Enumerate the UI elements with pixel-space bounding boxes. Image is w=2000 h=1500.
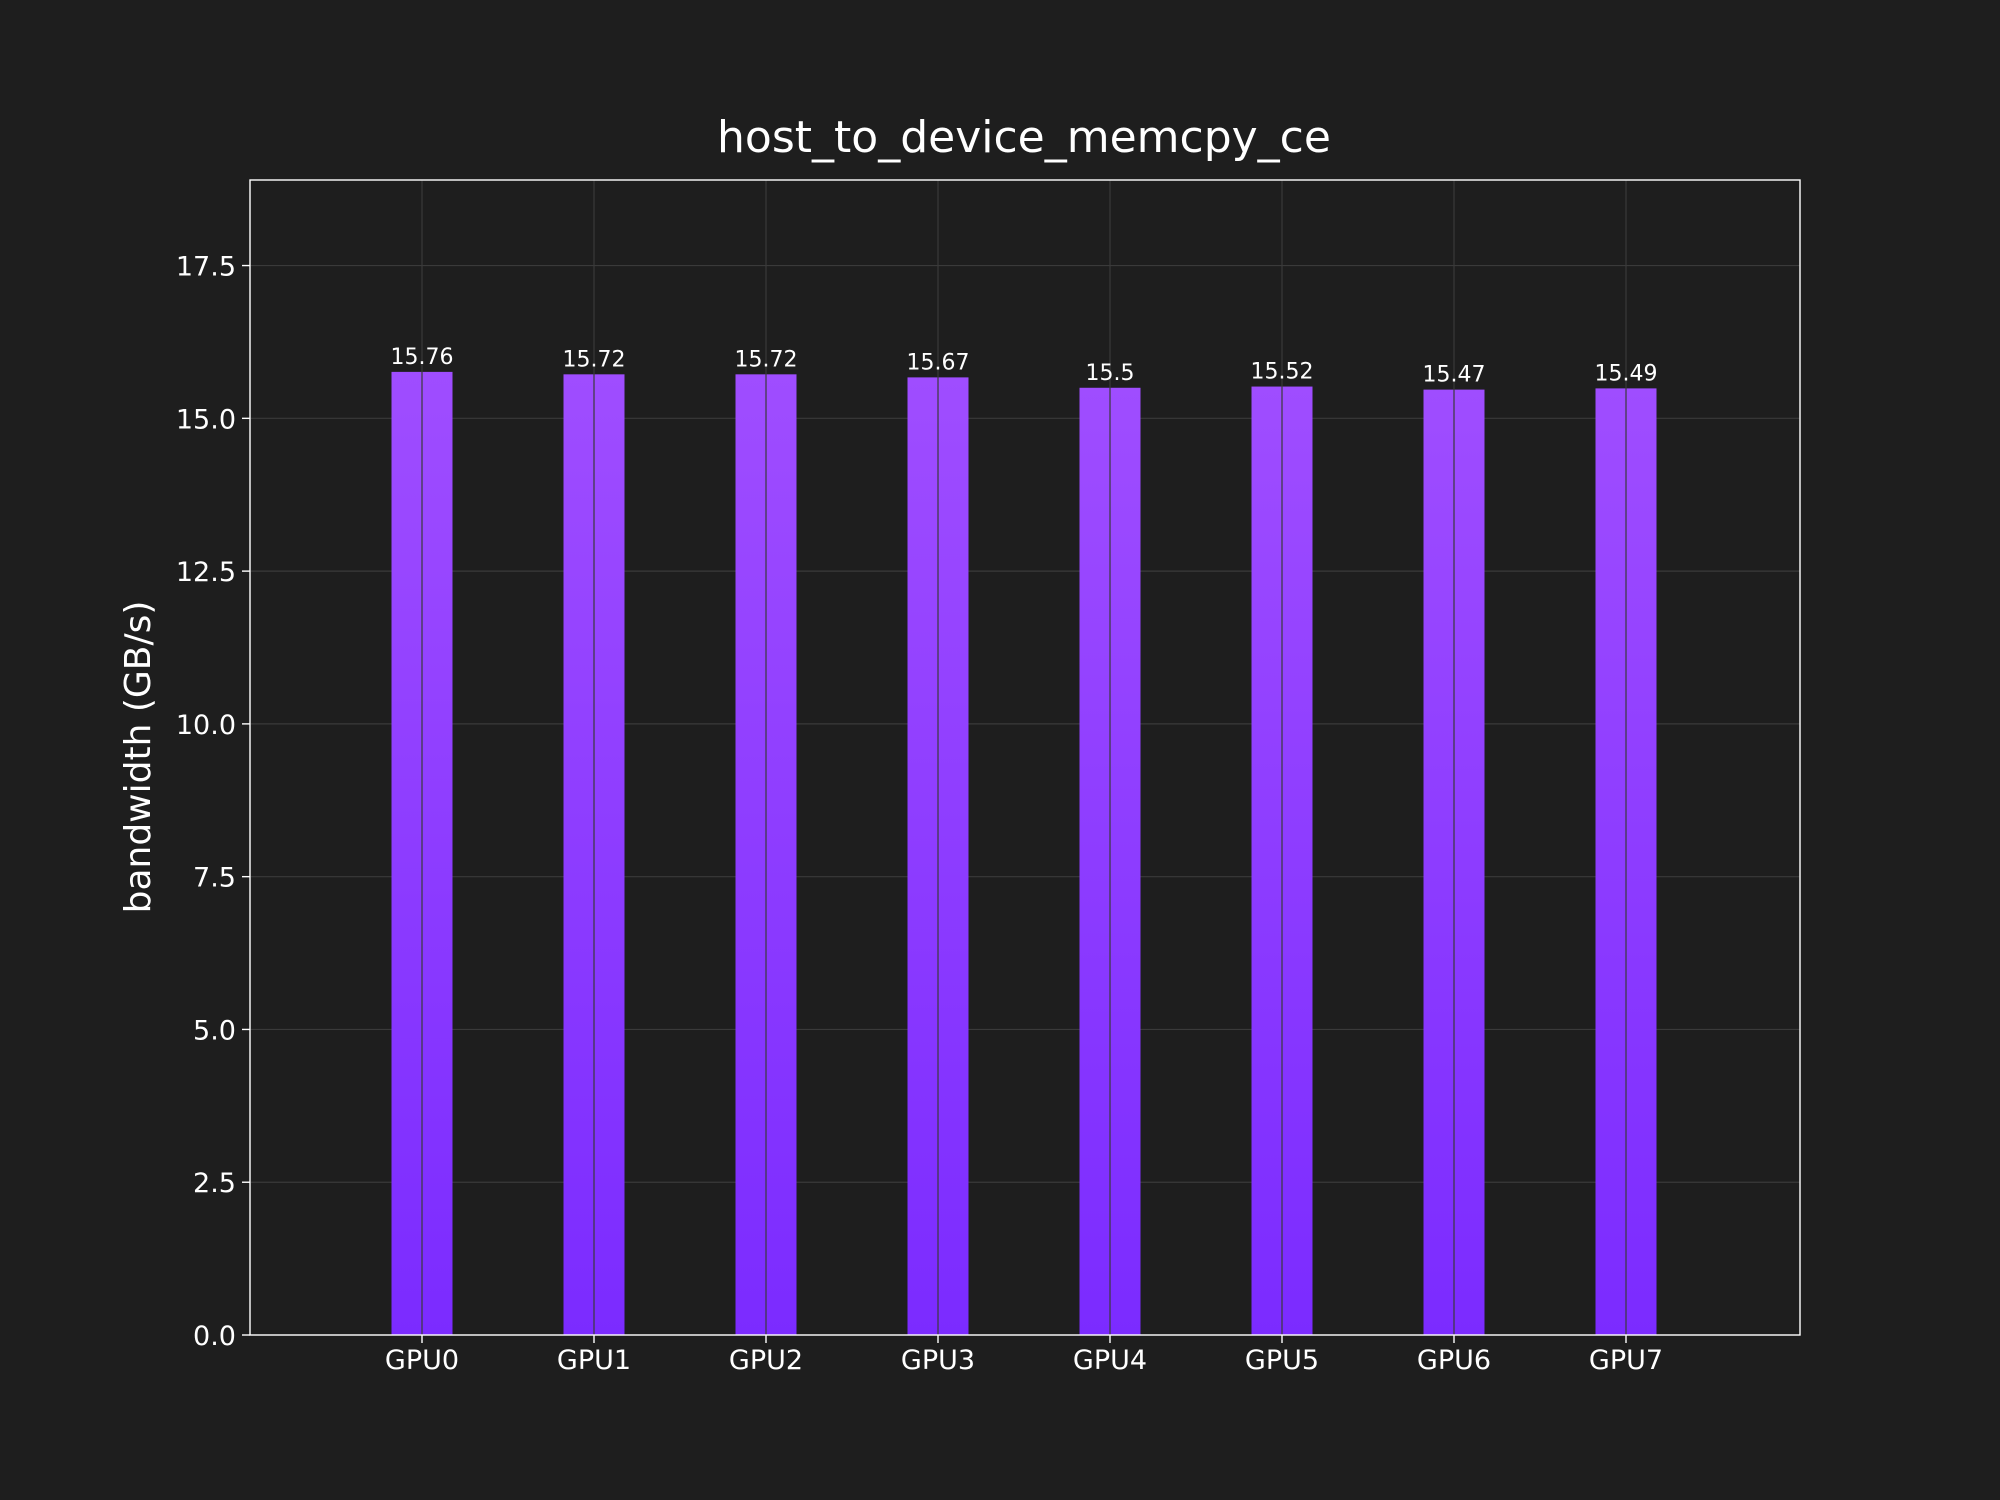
y-tick-label: 0.0: [193, 1321, 236, 1352]
data-label-gpu2: 15.72: [735, 347, 798, 372]
y-tick-label: 7.5: [193, 863, 236, 894]
data-label-gpu4: 15.5: [1086, 361, 1135, 386]
x-tick-label-gpu6: GPU6: [1417, 1345, 1491, 1376]
x-tick-label-gpu1: GPU1: [557, 1345, 631, 1376]
x-tick-label-gpu4: GPU4: [1073, 1345, 1147, 1376]
data-label-gpu7: 15.49: [1595, 361, 1658, 386]
data-label-gpu1: 15.72: [563, 347, 626, 372]
vertical-gridlines: [421, 180, 1627, 1335]
x-tick-label-gpu0: GPU0: [385, 1345, 459, 1376]
y-tick-label: 5.0: [193, 1015, 236, 1046]
bars: [391, 371, 1657, 1336]
data-label-gpu6: 15.47: [1423, 363, 1486, 388]
y-tick-label: 15.0: [176, 404, 236, 435]
y-tick-label: 12.5: [176, 557, 236, 588]
x-axis-ticks: GPU0 GPU1 GPU2 GPU3 GPU4 GPU5 GPU6 GPU7: [385, 1335, 1663, 1376]
x-tick-label-gpu5: GPU5: [1245, 1345, 1319, 1376]
data-label-gpu5: 15.52: [1251, 360, 1314, 385]
y-axis-ticks: 0.0 2.5 5.0 7.5 10.0 12.5 15.0 17.5: [176, 252, 250, 1352]
data-labels: 15.76 15.72 15.72 15.67 15.5 15.52 15.47 15.49: [391, 345, 1658, 388]
plot-frame: [249, 179, 1801, 1336]
y-tick-label: 10.0: [176, 710, 236, 741]
data-label-gpu3: 15.67: [907, 350, 970, 375]
y-axis-label: bandwidth (GB/s): [118, 601, 159, 914]
x-tick-label-gpu2: GPU2: [729, 1345, 803, 1376]
chart-title: host_to_device_memcpy_ce: [717, 112, 1331, 163]
x-tick-label-gpu3: GPU3: [901, 1345, 975, 1376]
y-tick-label: 17.5: [176, 252, 236, 283]
data-label-gpu0: 15.76: [391, 345, 454, 370]
gridlines: [250, 264, 1800, 1336]
y-tick-label: 2.5: [193, 1168, 236, 1199]
x-tick-label-gpu7: GPU7: [1589, 1345, 1663, 1376]
